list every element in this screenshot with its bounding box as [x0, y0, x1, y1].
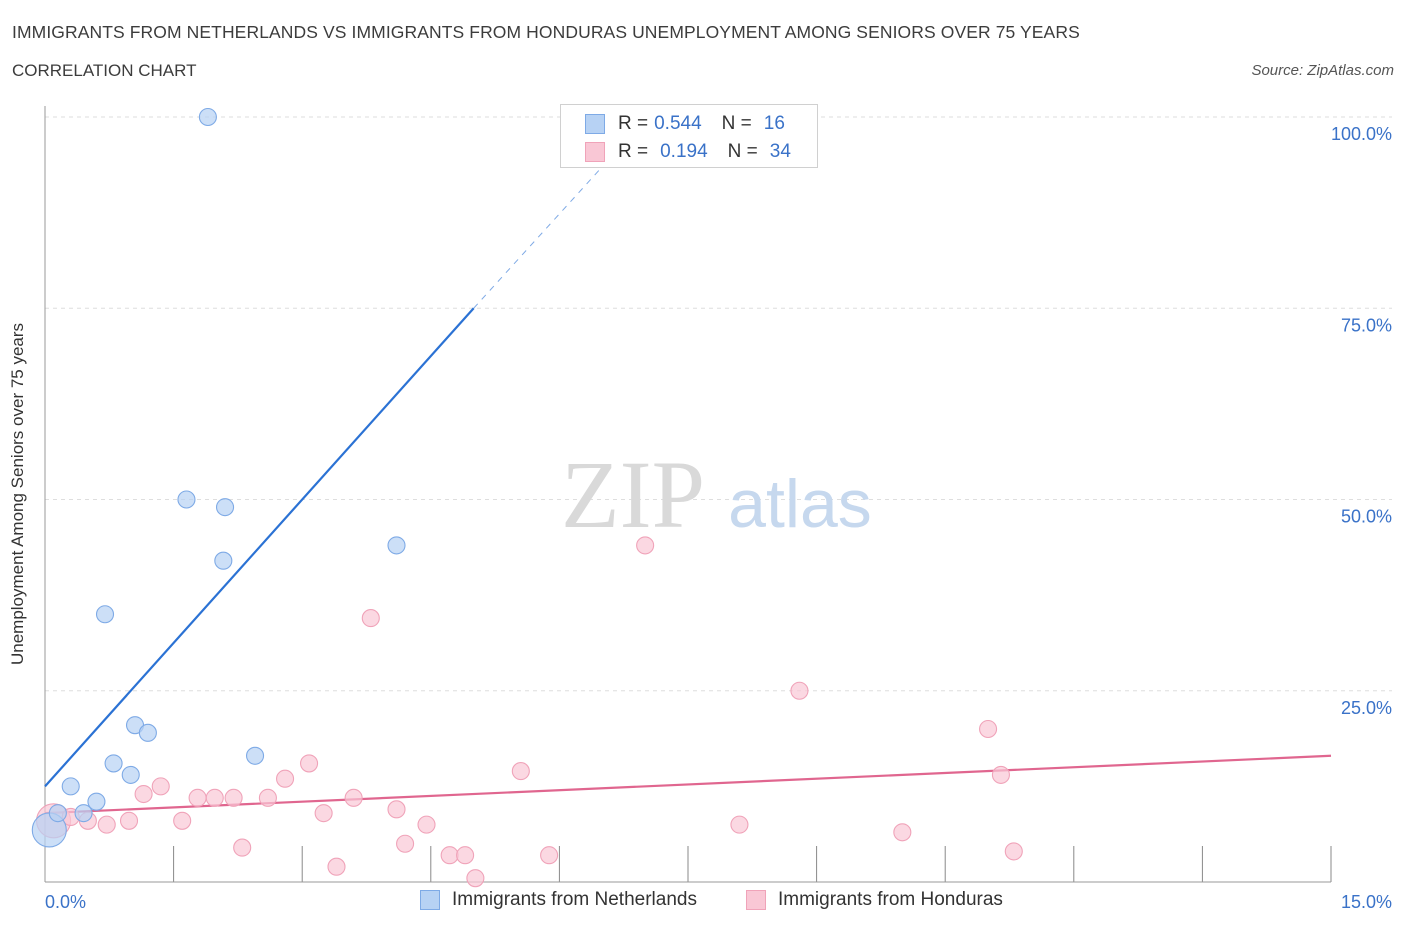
- chart-title: IMMIGRANTS FROM NETHERLANDS VS IMMIGRANT…: [12, 22, 1080, 42]
- y-axis-title: Unemployment Among Seniors over 75 years: [8, 322, 27, 666]
- n-label: N =: [721, 113, 752, 134]
- watermark-zip: ZIP: [561, 441, 705, 548]
- honduras-point: [636, 536, 655, 555]
- honduras-point: [173, 811, 192, 830]
- honduras-point: [258, 788, 277, 807]
- netherlands-point: [198, 107, 217, 127]
- honduras-point: [119, 811, 139, 830]
- honduras-point: [511, 762, 530, 781]
- y-tick-label: 75.0%: [1341, 315, 1392, 335]
- honduras-point: [979, 719, 998, 739]
- honduras-point: [344, 788, 363, 807]
- netherlands-point: [48, 804, 67, 823]
- honduras-point: [396, 834, 415, 853]
- honduras-legend-label: Immigrants from Honduras: [778, 889, 1003, 910]
- x-tick-label-max: 15.0%: [1341, 892, 1392, 912]
- honduras-point: [233, 838, 252, 857]
- netherlands-point: [215, 498, 235, 517]
- honduras-point: [991, 765, 1010, 784]
- netherlands-point: [138, 723, 157, 742]
- stats-legend: R = 0.544 N = 16 R = 0.194 N = 34: [560, 104, 818, 168]
- honduras-swatch: [585, 142, 605, 162]
- honduras-point: [790, 681, 809, 700]
- r-label: R =: [618, 141, 649, 162]
- y-tick-label: 100.0%: [1331, 124, 1392, 144]
- axes: [44, 106, 1332, 883]
- data-points: [31, 107, 1023, 888]
- tick-labels: 25.0% 50.0% 75.0% 100.0% 0.0% 15.0%: [45, 124, 1392, 912]
- r-label: R =: [618, 113, 649, 134]
- source-label: Source: ZipAtlas.com: [1251, 62, 1394, 79]
- netherlands-point: [177, 490, 196, 509]
- netherlands-point: [61, 777, 80, 796]
- honduras-point: [417, 815, 436, 834]
- netherlands-point: [74, 804, 93, 823]
- netherlands-point: [245, 746, 265, 765]
- honduras-point: [1004, 842, 1023, 861]
- honduras-point: [730, 815, 749, 834]
- series-legend: Immigrants from Netherlands Immigrants f…: [0, 889, 1406, 915]
- honduras-point: [387, 800, 406, 819]
- honduras-point: [456, 846, 475, 865]
- y-tick-label: 50.0%: [1341, 507, 1392, 527]
- netherlands-legend-swatch: [420, 890, 440, 910]
- netherlands-point: [104, 754, 123, 773]
- honduras-point: [224, 788, 243, 807]
- honduras-point: [893, 823, 912, 842]
- honduras-point: [300, 754, 319, 773]
- netherlands-trend-extension: [473, 166, 603, 309]
- netherlands-point: [214, 551, 233, 570]
- honduras-point: [151, 777, 170, 796]
- watermark-atlas: atlas: [728, 466, 872, 542]
- r-value: 0.194: [660, 141, 708, 162]
- netherlands-point: [121, 765, 140, 784]
- honduras-point: [466, 869, 485, 888]
- netherlands-point: [387, 536, 406, 555]
- netherlands-point: [95, 605, 115, 624]
- legend-item-honduras[interactable]: Immigrants from Honduras: [746, 889, 1003, 911]
- honduras-trend-line: [44, 754, 1332, 815]
- netherlands-trend-line: [44, 307, 475, 788]
- n-value: 16: [763, 113, 785, 134]
- legend-row-honduras: R = 0.194 N = 34: [585, 139, 791, 165]
- legend-item-netherlands[interactable]: Immigrants from Netherlands: [420, 889, 697, 911]
- grid-lines: [45, 116, 1392, 692]
- netherlands-point: [87, 792, 106, 811]
- netherlands-legend-label: Immigrants from Netherlands: [452, 889, 697, 910]
- honduras-point: [134, 784, 153, 804]
- y-tick-label: 25.0%: [1341, 698, 1392, 718]
- n-label: N =: [727, 141, 758, 162]
- honduras-point: [314, 804, 333, 823]
- x-tick-label-min: 0.0%: [45, 892, 86, 912]
- r-value: 0.544: [654, 113, 702, 134]
- honduras-legend-swatch: [746, 890, 766, 910]
- honduras-point: [361, 609, 380, 628]
- honduras-point: [188, 788, 207, 807]
- n-value: 34: [769, 141, 791, 162]
- trend-lines: [44, 166, 1332, 815]
- honduras-point: [205, 788, 224, 807]
- honduras-point: [97, 815, 116, 834]
- honduras-point: [276, 769, 295, 788]
- chart-subtitle: CORRELATION CHART: [12, 61, 197, 80]
- netherlands-swatch: [585, 114, 605, 134]
- honduras-point: [440, 846, 459, 865]
- legend-row-netherlands: R = 0.544 N = 16: [585, 111, 785, 137]
- honduras-point: [540, 846, 559, 865]
- honduras-point: [327, 857, 346, 876]
- watermark: ZIP atlas: [561, 441, 872, 548]
